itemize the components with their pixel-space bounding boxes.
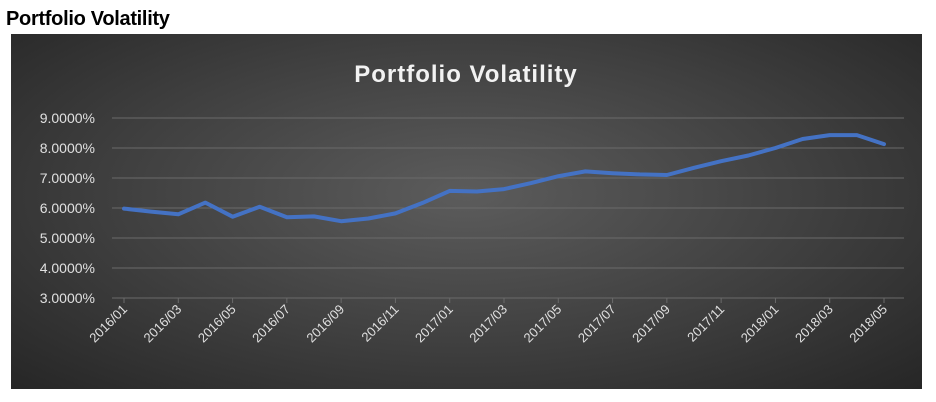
y-axis-ticks: 3.0000% 4.0000% 5.0000% 6.0000% 7.0000% 8.000… — [40, 110, 95, 306]
y-tick-label: 3.0000% — [40, 290, 95, 306]
x-axis-ticks: 2016/01 2016/03 2016/05 2016/07 2016/09 2016/… — [86, 298, 890, 345]
series-layer — [122, 133, 886, 224]
x-tick-label: 2017/09 — [629, 302, 673, 346]
x-tick-label: 2017/07 — [575, 302, 619, 346]
x-tick-label: 2018/01 — [738, 302, 782, 346]
x-tick-label: 2016/11 — [358, 302, 401, 345]
chart-panel: Portfolio Volatility 3.0000% 4.0000% 5.000… — [11, 34, 922, 389]
x-tick-label: 2016/09 — [303, 302, 347, 346]
chart-title: Portfolio Volatility — [354, 61, 578, 88]
x-tick-label: 2017/11 — [684, 302, 727, 345]
series-line — [122, 133, 886, 224]
x-tick-label: 2017/05 — [521, 302, 565, 346]
x-tick-label: 2017/03 — [466, 302, 510, 346]
gridlines — [112, 117, 904, 299]
y-tick-label: 9.0000% — [40, 110, 95, 126]
y-tick-label: 7.0000% — [40, 170, 95, 186]
x-tick-label: 2016/07 — [249, 302, 293, 346]
x-tick-label: 2018/05 — [846, 302, 890, 346]
x-tick-label: 2017/01 — [412, 302, 456, 346]
y-tick-label: 8.0000% — [40, 140, 95, 156]
y-tick-label: 6.0000% — [40, 200, 95, 216]
x-tick-label: 2016/05 — [195, 302, 239, 346]
x-tick-label: 2016/01 — [86, 302, 130, 346]
x-tick-label: 2016/03 — [141, 302, 185, 346]
y-tick-label: 4.0000% — [40, 260, 95, 276]
line-chart: Portfolio Volatility 3.0000% 4.0000% 5.000… — [40, 61, 904, 345]
y-tick-label: 5.0000% — [40, 230, 95, 246]
x-tick-label: 2018/03 — [792, 302, 836, 346]
page-title: Portfolio Volatility — [6, 8, 170, 30]
